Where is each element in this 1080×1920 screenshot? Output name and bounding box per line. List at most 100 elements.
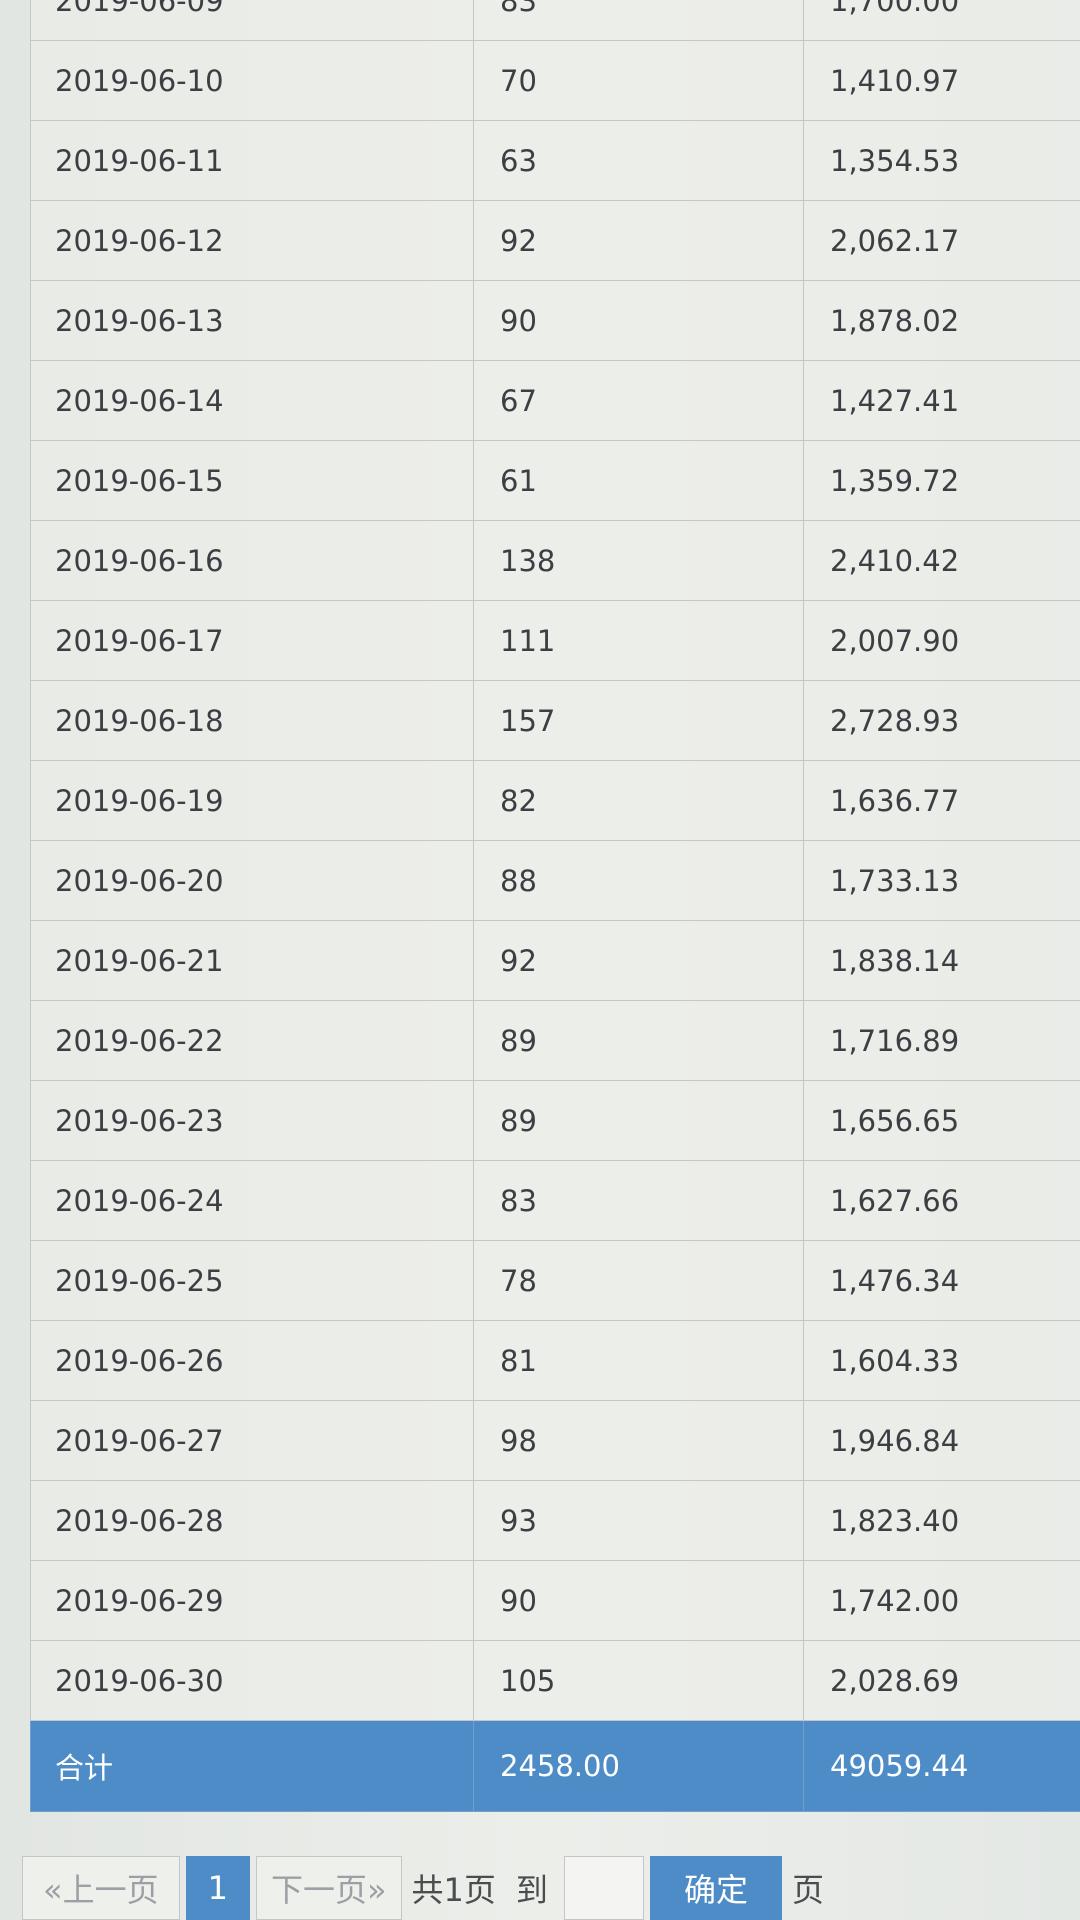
amount-cell: 1,359.72 [803,440,1080,521]
table-row: 2019-06-27 98 1,946.84 [30,1400,1080,1481]
count-cell: 111 [473,600,804,681]
daily-stats-table: 2019-06-09 83 1,700.00 2019-06-10 70 1,410.97… [30,0,1080,1812]
date-cell: 2019-06-09 [30,0,474,41]
table-row: 2019-06-18 157 2,728.93 [30,680,1080,761]
goto-label: 到 [515,1871,548,1909]
amount-cell: 1,427.41 [803,360,1080,441]
count-cell: 93 [473,1480,804,1561]
date-cell: 2019-06-29 [30,1560,474,1641]
date-cell: 2019-06-12 [30,200,474,281]
table-row: 2019-06-19 82 1,636.77 [30,760,1080,841]
count-cell: 70 [473,40,804,121]
amount-cell: 2,062.17 [803,200,1080,281]
date-cell: 2019-06-10 [30,40,474,121]
date-cell: 2019-06-21 [30,920,474,1001]
table-row: 2019-06-28 93 1,823.40 [30,1480,1080,1561]
table-row: 2019-06-26 81 1,604.33 [30,1320,1080,1401]
table-body: 2019-06-09 83 1,700.00 2019-06-10 70 1,410.97… [30,0,1080,1812]
amount-cell: 1,823.40 [803,1480,1080,1561]
date-cell: 2019-06-25 [30,1240,474,1321]
amount-cell: 1,627.66 [803,1160,1080,1241]
date-cell: 2019-06-27 [30,1400,474,1481]
amount-cell: 1,946.84 [803,1400,1080,1481]
date-cell: 2019-06-18 [30,680,474,761]
count-cell: 89 [473,1080,804,1161]
count-cell: 92 [473,920,804,1001]
date-cell: 2019-06-15 [30,440,474,521]
amount-cell: 1,354.53 [803,120,1080,201]
count-cell: 61 [473,440,804,521]
count-cell: 67 [473,360,804,441]
count-cell: 92 [473,200,804,281]
count-cell: 157 [473,680,804,761]
amount-cell: 1,476.34 [803,1240,1080,1321]
table-row: 2019-06-25 78 1,476.34 [30,1240,1080,1321]
amount-cell: 1,410.97 [803,40,1080,121]
goto-page-input[interactable] [563,1856,644,1920]
count-cell: 83 [473,0,804,41]
count-cell: 88 [473,840,804,921]
table-row: 2019-06-10 70 1,410.97 [30,40,1080,121]
table-row: 2019-06-09 83 1,700.00 [30,0,1080,41]
amount-cell: 1,878.02 [803,280,1080,361]
date-cell: 2019-06-28 [30,1480,474,1561]
amount-cell: 1,716.89 [803,1000,1080,1081]
date-cell: 2019-06-19 [30,760,474,841]
table-row: 2019-06-13 90 1,878.02 [30,280,1080,361]
count-cell: 81 [473,1320,804,1401]
table-row: 2019-06-11 63 1,354.53 [30,120,1080,201]
date-cell: 2019-06-26 [30,1320,474,1401]
total-amount-cell: 49059.44 [803,1720,1080,1812]
table-row: 2019-06-16 138 2,410.42 [30,520,1080,601]
date-cell: 2019-06-30 [30,1640,474,1721]
count-cell: 82 [473,760,804,841]
amount-cell: 2,410.42 [803,520,1080,601]
page-unit-text: 页 [791,1871,824,1909]
pagination-bar: «上一页 1 下一页» 共1页 到 确定 页 [22,1856,834,1920]
amount-cell: 2,028.69 [803,1640,1080,1721]
table-row: 2019-06-23 89 1,656.65 [30,1080,1080,1161]
count-cell: 138 [473,520,804,601]
amount-cell: 1,604.33 [803,1320,1080,1401]
amount-cell: 1,700.00 [803,0,1080,41]
date-cell: 2019-06-22 [30,1000,474,1081]
amount-cell: 1,656.65 [803,1080,1080,1161]
table-row: 2019-06-17 111 2,007.90 [30,600,1080,681]
count-cell: 98 [473,1400,804,1481]
count-cell: 90 [473,280,804,361]
count-cell: 105 [473,1640,804,1721]
prev-page-button[interactable]: «上一页 [22,1856,180,1920]
date-cell: 2019-06-13 [30,280,474,361]
total-row: 合计 2458.00 49059.44 [30,1720,1080,1812]
table-row: 2019-06-24 83 1,627.66 [30,1160,1080,1241]
count-cell: 78 [473,1240,804,1321]
current-page-button[interactable]: 1 [185,1856,250,1920]
total-label-cell: 合计 [30,1720,474,1812]
date-cell: 2019-06-14 [30,360,474,441]
amount-cell: 1,733.13 [803,840,1080,921]
amount-cell: 2,728.93 [803,680,1080,761]
amount-cell: 2,007.90 [803,600,1080,681]
table-row: 2019-06-20 88 1,733.13 [30,840,1080,921]
count-cell: 90 [473,1560,804,1641]
date-cell: 2019-06-17 [30,600,474,681]
total-pages-text: 共1页 [411,1871,496,1909]
date-cell: 2019-06-24 [30,1160,474,1241]
table-row: 2019-06-12 92 2,062.17 [30,200,1080,281]
table-row: 2019-06-15 61 1,359.72 [30,440,1080,521]
count-cell: 89 [473,1000,804,1081]
table-row: 2019-06-14 67 1,427.41 [30,360,1080,441]
total-count-cell: 2458.00 [473,1720,804,1812]
count-cell: 83 [473,1160,804,1241]
next-page-button[interactable]: 下一页» [255,1856,402,1920]
table-row: 2019-06-29 90 1,742.00 [30,1560,1080,1641]
amount-cell: 1,742.00 [803,1560,1080,1641]
table-row: 2019-06-30 105 2,028.69 [30,1640,1080,1721]
table-row: 2019-06-22 89 1,716.89 [30,1000,1080,1081]
confirm-button[interactable]: 确定 [649,1856,782,1920]
table-row: 2019-06-21 92 1,838.14 [30,920,1080,1001]
date-cell: 2019-06-11 [30,120,474,201]
date-cell: 2019-06-20 [30,840,474,921]
amount-cell: 1,838.14 [803,920,1080,1001]
